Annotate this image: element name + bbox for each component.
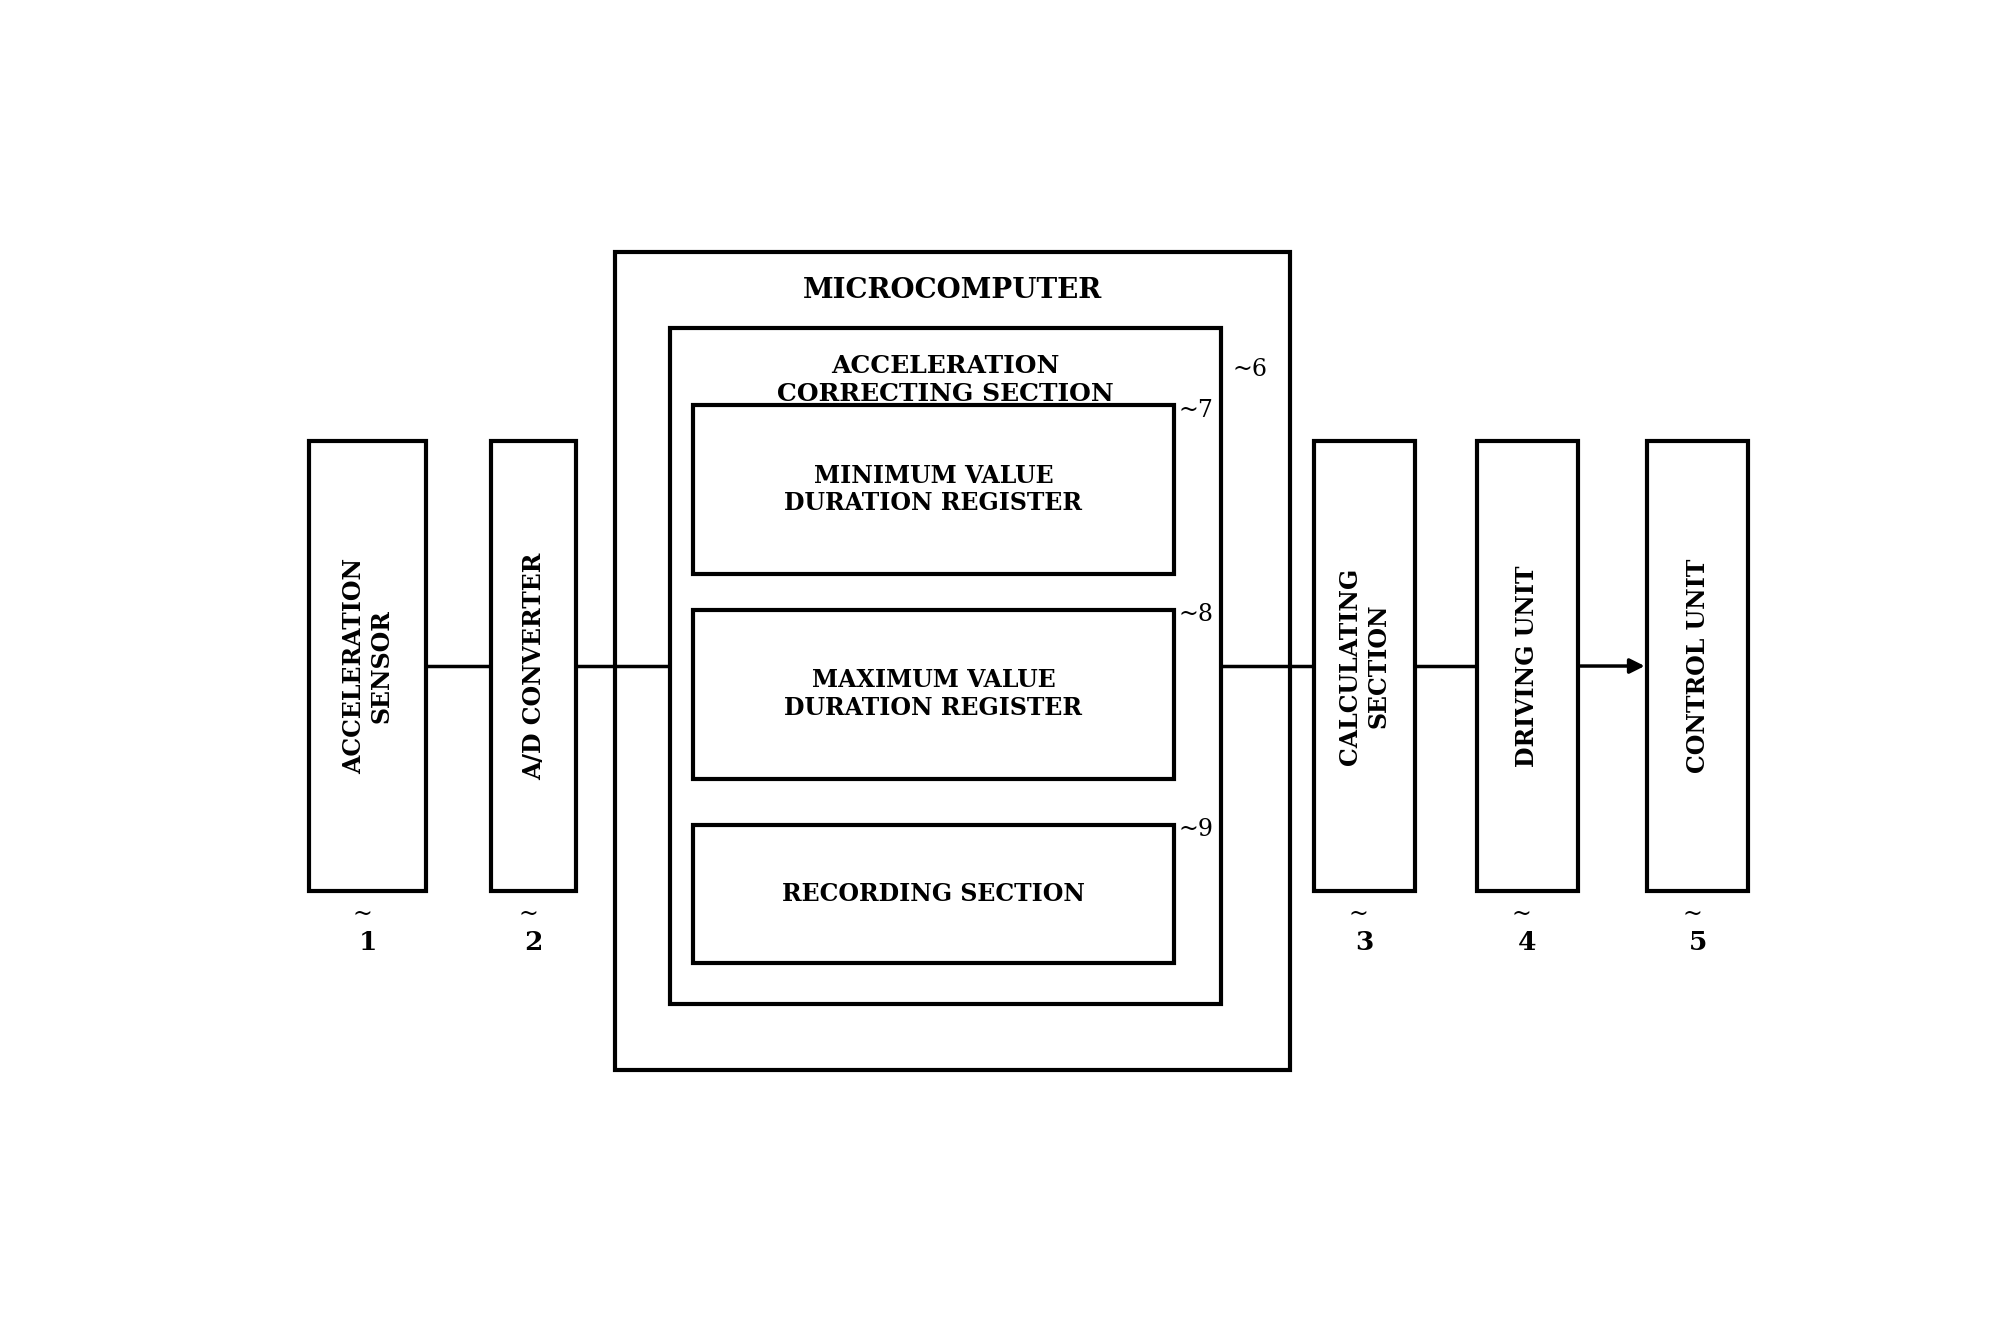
Bar [669, 328, 1220, 1003]
Text: DRIVING UNIT: DRIVING UNIT [1514, 565, 1538, 767]
Text: ACCELERATION
CORRECTING SECTION: ACCELERATION CORRECTING SECTION [777, 354, 1114, 405]
Text: RECORDING SECTION: RECORDING SECTION [781, 881, 1086, 906]
Text: ~8: ~8 [1178, 603, 1214, 626]
Text: MAXIMUM VALUE
DURATION REGISTER: MAXIMUM VALUE DURATION REGISTER [785, 668, 1082, 720]
Bar [1476, 441, 1578, 892]
Text: ~: ~ [519, 904, 539, 926]
Bar [1646, 441, 1749, 892]
Text: 2: 2 [525, 930, 543, 954]
Text: 1: 1 [359, 930, 377, 954]
Bar [615, 251, 1290, 1070]
Text: CALCULATING
SECTION: CALCULATING SECTION [1338, 567, 1390, 764]
Bar [491, 441, 577, 892]
Bar [308, 441, 427, 892]
Text: ~7: ~7 [1178, 399, 1214, 421]
Text: ACCELERATION
SENSOR: ACCELERATION SENSOR [343, 558, 393, 773]
Text: ~: ~ [353, 904, 373, 926]
Text: ~: ~ [1683, 904, 1703, 926]
Text: ~9: ~9 [1178, 819, 1214, 841]
Text: A/D CONVERTER: A/D CONVERTER [521, 553, 545, 780]
Text: CONTROL UNIT: CONTROL UNIT [1687, 558, 1711, 773]
Text: MINIMUM VALUE
DURATION REGISTER: MINIMUM VALUE DURATION REGISTER [785, 464, 1082, 516]
Bar [693, 405, 1174, 574]
Bar [693, 610, 1174, 779]
Text: MICROCOMPUTER: MICROCOMPUTER [803, 278, 1102, 304]
Text: ~6: ~6 [1234, 358, 1268, 381]
Bar [693, 824, 1174, 962]
Text: ~: ~ [1512, 904, 1532, 926]
Bar [1314, 441, 1414, 892]
Text: 3: 3 [1354, 930, 1374, 954]
Text: 4: 4 [1518, 930, 1536, 954]
Text: 5: 5 [1689, 930, 1707, 954]
Text: ~: ~ [1348, 904, 1368, 926]
